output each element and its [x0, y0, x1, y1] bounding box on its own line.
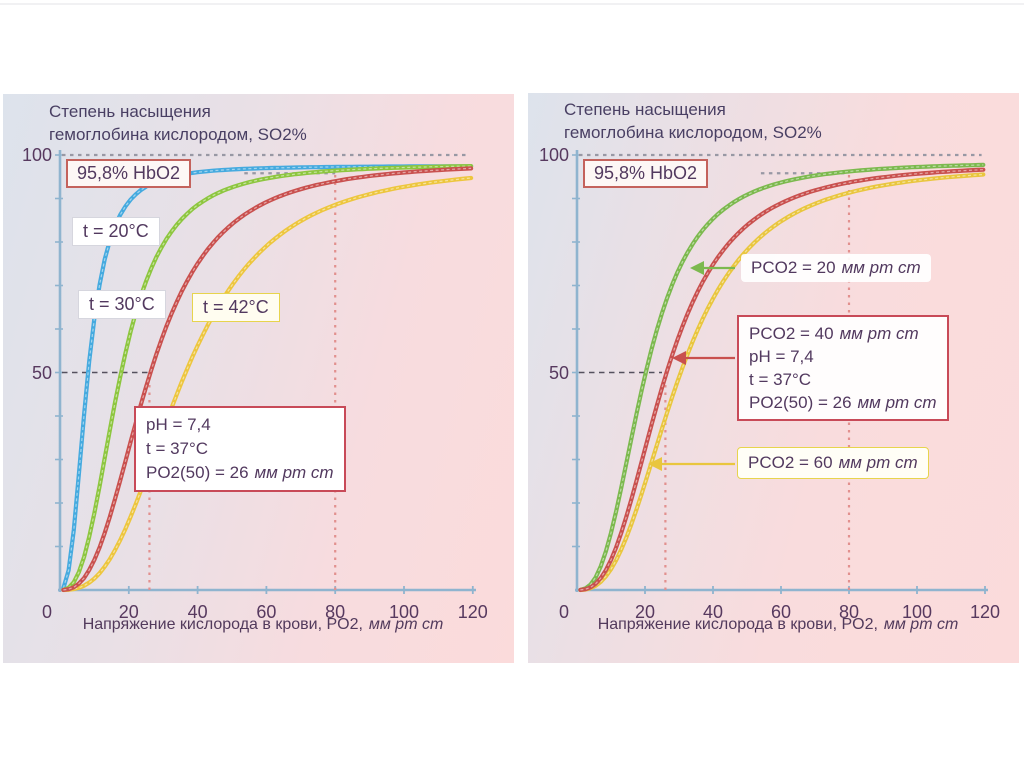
curve-highlight: [580, 173, 984, 591]
curve-t-=-20-C: [61, 164, 474, 591]
curve-highlight: [63, 177, 472, 591]
curve-highlight: [580, 164, 984, 591]
annotation-arrow-head: [672, 351, 686, 365]
curve-t-=-42-C: [61, 175, 474, 593]
curve-PCO2-=-60-: [578, 172, 986, 593]
curve-PCO2-=-20-: [578, 162, 986, 592]
curve-highlight: [580, 169, 984, 591]
curve-highlight: [62, 165, 472, 589]
curve-PCO2-=-40-pH-=-7-4-t-=-37-C-PO2-50-=-26-: [578, 167, 986, 592]
curve-highlight: [63, 165, 472, 591]
slide-top-border: [0, 3, 1024, 5]
annotation-arrow-head: [690, 261, 704, 275]
curve-highlight: [63, 167, 472, 591]
annotation-arrow-head: [648, 457, 662, 471]
